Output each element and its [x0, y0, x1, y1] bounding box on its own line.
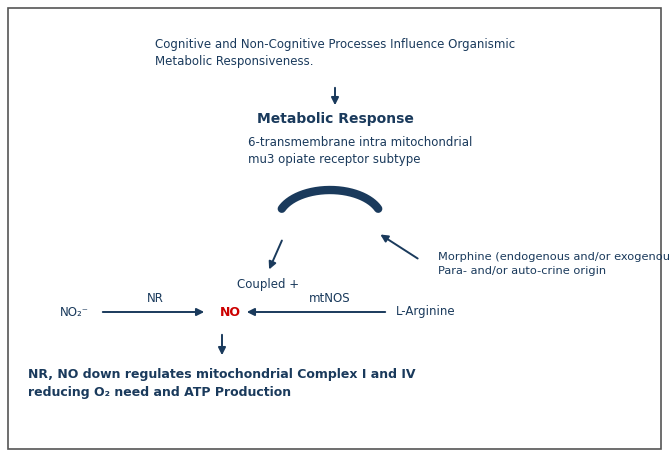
Text: mtNOS: mtNOS [309, 292, 351, 304]
Text: NR: NR [147, 292, 163, 304]
Text: Morphine (endogenous and/or exogenous):
Para- and/or auto-crine origin: Morphine (endogenous and/or exogenous): … [438, 252, 669, 276]
Text: Cognitive and Non-Cognitive Processes Influence Organismic
Metabolic Responsiven: Cognitive and Non-Cognitive Processes In… [155, 38, 515, 69]
Text: L-Arginine: L-Arginine [396, 305, 456, 319]
Text: NR, NO down regulates mitochondrial Complex I and IV
reducing O₂ need and ATP Pr: NR, NO down regulates mitochondrial Comp… [28, 368, 415, 399]
Text: Metabolic Response: Metabolic Response [257, 112, 413, 126]
Text: NO₂⁻: NO₂⁻ [60, 305, 89, 319]
Text: Coupled +: Coupled + [237, 278, 299, 291]
Text: NO: NO [220, 305, 241, 319]
Text: 6-transmembrane intra mitochondrial
mu3 opiate receptor subtype: 6-transmembrane intra mitochondrial mu3 … [248, 136, 472, 166]
